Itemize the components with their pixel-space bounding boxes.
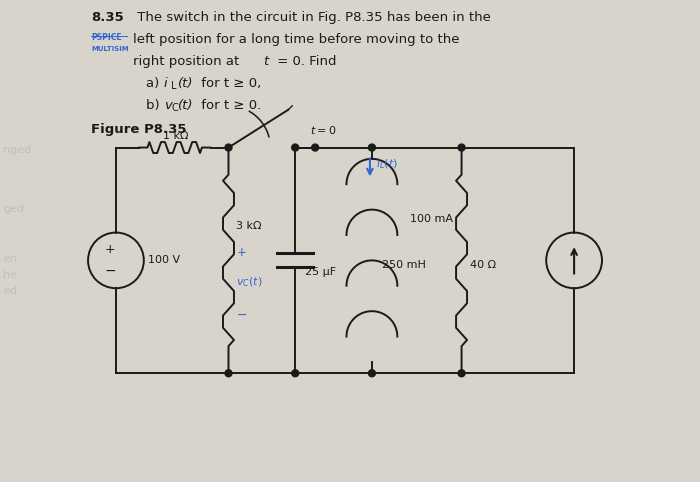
Text: for t ≥ 0.: for t ≥ 0.	[197, 99, 261, 112]
Text: i: i	[164, 77, 167, 90]
Text: C: C	[172, 103, 178, 113]
Circle shape	[368, 370, 375, 377]
Text: PSPICE: PSPICE	[91, 33, 122, 42]
Text: t: t	[263, 55, 269, 68]
Circle shape	[292, 370, 299, 377]
Text: +: +	[237, 246, 246, 259]
Text: $i_L(t)$: $i_L(t)$	[376, 158, 398, 171]
Text: −: −	[237, 308, 247, 321]
Text: 100 V: 100 V	[148, 255, 180, 266]
Text: MULTISIM: MULTISIM	[91, 46, 129, 52]
Text: (t): (t)	[178, 99, 194, 112]
Text: −: −	[104, 264, 116, 278]
Text: 3 kΩ: 3 kΩ	[237, 221, 262, 230]
Text: +: +	[104, 243, 116, 256]
Text: 8.35: 8.35	[91, 12, 124, 24]
Text: b): b)	[146, 99, 164, 112]
Circle shape	[225, 370, 232, 377]
Text: right position at: right position at	[133, 55, 244, 68]
Text: he: he	[4, 270, 18, 280]
Text: $t = 0$: $t = 0$	[310, 123, 337, 135]
Text: v: v	[164, 99, 172, 112]
Text: L: L	[172, 81, 176, 91]
Circle shape	[225, 144, 232, 151]
Text: nged: nged	[4, 145, 32, 155]
Text: for t ≥ 0,: for t ≥ 0,	[197, 77, 261, 90]
Text: Figure P8.35: Figure P8.35	[91, 123, 186, 136]
Text: en: en	[4, 254, 18, 264]
Text: $v_C(t)$: $v_C(t)$	[237, 275, 263, 289]
Text: 1 kΩ: 1 kΩ	[163, 131, 188, 141]
Text: 25 μF: 25 μF	[305, 268, 336, 277]
Text: 250 mH: 250 mH	[382, 260, 426, 270]
Text: (t): (t)	[178, 77, 194, 90]
Text: = 0. Find: = 0. Find	[273, 55, 337, 68]
Text: ed: ed	[4, 286, 18, 296]
Text: 40 Ω: 40 Ω	[470, 260, 496, 270]
Circle shape	[368, 144, 375, 151]
Text: left position for a long time before moving to the: left position for a long time before mov…	[133, 33, 459, 46]
Text: The switch in the circuit in Fig. P8.35 has been in the: The switch in the circuit in Fig. P8.35 …	[133, 12, 491, 24]
Text: 100 mA: 100 mA	[410, 214, 453, 224]
Circle shape	[458, 144, 465, 151]
Text: ged: ged	[4, 204, 24, 214]
Circle shape	[312, 144, 318, 151]
Text: a): a)	[146, 77, 163, 90]
Circle shape	[458, 370, 465, 377]
Circle shape	[292, 144, 299, 151]
